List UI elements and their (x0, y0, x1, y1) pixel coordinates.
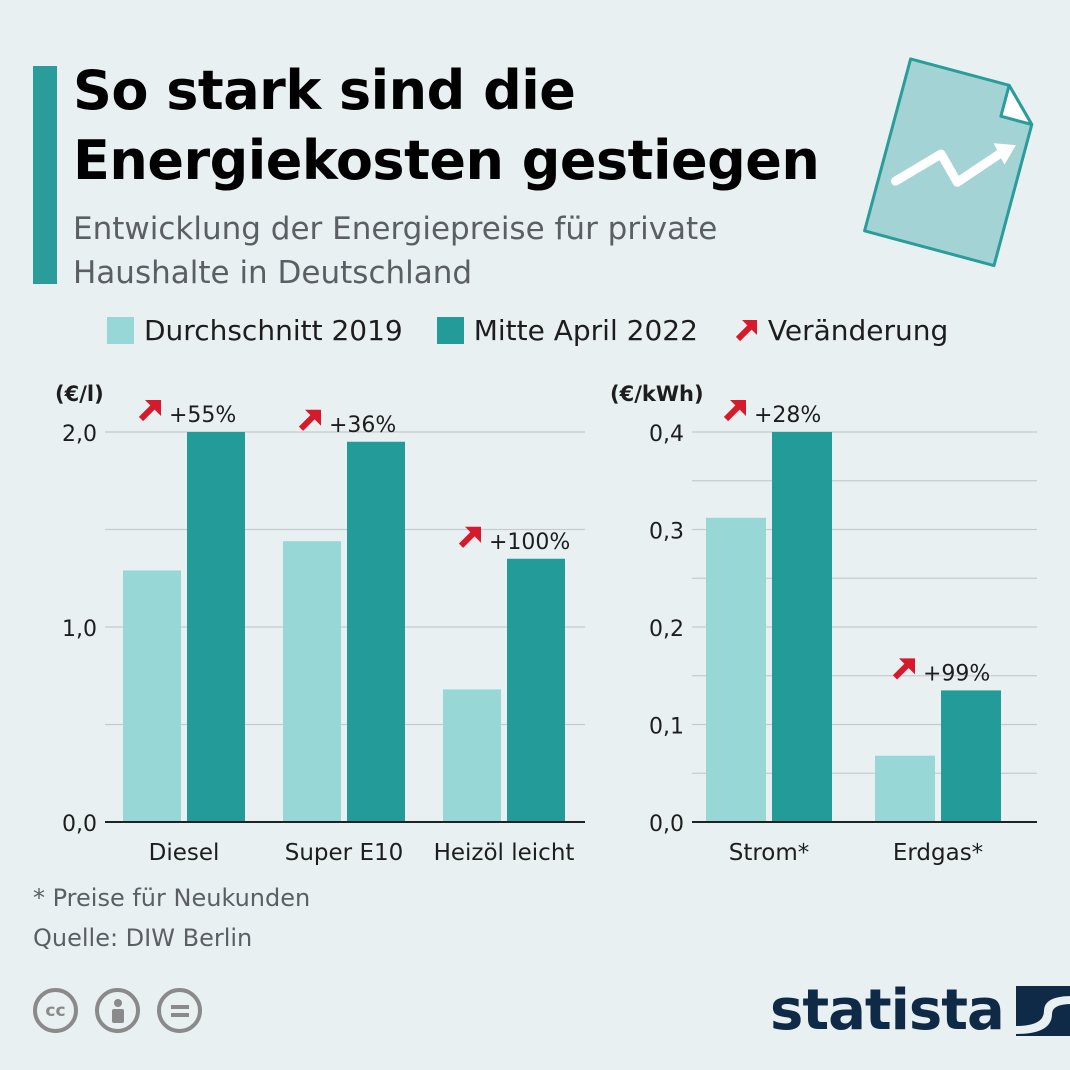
change-label: +100% (489, 530, 570, 555)
chart-title: So stark sind die Energiekosten gestiege… (73, 56, 820, 196)
title-accent-bar (33, 66, 57, 284)
bar-2022 (187, 432, 245, 822)
cc-icon-text: cc (45, 1000, 66, 1021)
legend-swatch-light (107, 316, 134, 344)
y-unit-label: (€/kWh) (610, 382, 704, 406)
equals-icon (170, 1004, 189, 1017)
category-label: Diesel (149, 840, 220, 866)
change-arrow-icon (892, 658, 915, 680)
subtitle-line-2: Haushalte in Deutschland (73, 255, 473, 291)
bar-2022 (507, 558, 565, 822)
license-icons[interactable]: cc (33, 988, 219, 1033)
change-label: +55% (169, 403, 236, 428)
y-tick-label: 0,4 (649, 422, 684, 447)
change-label: +36% (329, 413, 396, 438)
category-label: Strom* (729, 840, 810, 866)
title-line-2: Energiekosten gestiegen (73, 129, 820, 192)
arrow-up-right-icon (735, 320, 757, 342)
statista-logo[interactable]: statista (770, 978, 1070, 1043)
bar-2019 (875, 755, 935, 822)
legend-item-2022: Mitte April 2022 (436, 313, 698, 347)
no-derivatives-icon[interactable] (157, 988, 202, 1033)
footnote: * Preise für Neukunden (33, 884, 311, 912)
subtitle-line-1: Entwicklung der Energiepreise für privat… (73, 211, 718, 247)
change-label: +99% (923, 661, 990, 686)
bar-2022 (347, 441, 405, 822)
legend-item-2019: Durchschnitt 2019 (107, 314, 403, 347)
attribution-icon[interactable] (95, 988, 140, 1033)
bar-2019 (123, 570, 181, 822)
brand-name: statista (770, 978, 1005, 1043)
y-unit-label: (€/l) (55, 382, 104, 406)
category-label: Heizöl leicht (434, 840, 575, 866)
change-arrow-icon (458, 526, 481, 548)
legend-swatch-dark (436, 316, 464, 344)
rising-document-icon (863, 57, 1034, 268)
change-arrow-icon (723, 400, 746, 422)
y-tick-label: 0,0 (649, 812, 684, 837)
legend-label-2022: Mitte April 2022 (473, 313, 698, 347)
change-label: +28% (754, 403, 821, 428)
statista-logo-icon (1015, 985, 1070, 1036)
y-tick-label: 0,3 (649, 520, 684, 545)
source-note: Quelle: DIW Berlin (33, 924, 253, 952)
legend-item-change: Veränderung (732, 314, 948, 347)
bar-2019 (706, 517, 766, 822)
category-label: Erdgas* (893, 840, 983, 866)
change-arrow-icon (298, 409, 321, 431)
title-line-1: So stark sind die (73, 59, 576, 122)
bar-2022 (772, 432, 832, 822)
legend: Durchschnitt 2019 Mitte April 2022 Verän… (107, 310, 982, 350)
legend-label-2019: Durchschnitt 2019 (144, 313, 403, 347)
category-label: Super E10 (285, 840, 404, 866)
y-tick-label: 2,0 (62, 422, 97, 447)
cc-icon[interactable]: cc (33, 988, 78, 1033)
y-tick-label: 0,0 (62, 812, 97, 837)
y-tick-label: 0,2 (649, 617, 684, 642)
bar-2019 (283, 541, 341, 822)
person-icon (111, 998, 124, 1023)
y-tick-label: 0,1 (649, 715, 684, 740)
chart-subtitle: Entwicklung der Energiepreise für privat… (73, 207, 717, 295)
change-arrow-icon (138, 400, 161, 422)
bar-2019 (443, 689, 501, 822)
y-tick-label: 1,0 (62, 617, 97, 642)
legend-label-change: Veränderung (767, 313, 949, 347)
bar-2022 (941, 690, 1001, 822)
